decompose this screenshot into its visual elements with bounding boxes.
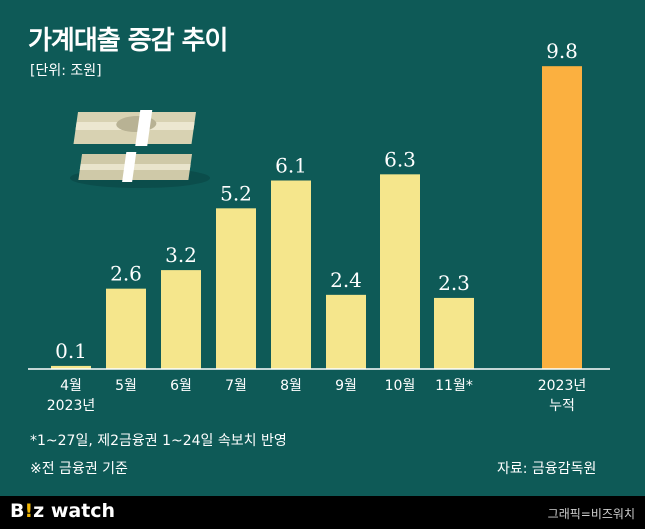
x-tick-label-7: 11월* xyxy=(435,378,473,394)
x-tick-label-5: 9월 xyxy=(335,378,357,394)
x-tick-label-4: 8월 xyxy=(280,378,302,394)
unit-label: [단위: 조원] xyxy=(30,63,102,79)
bar-7 xyxy=(434,297,474,369)
value-label-0: 0.1 xyxy=(55,339,87,363)
bar-5 xyxy=(326,294,366,369)
chart-title: 가계대출 증감 추이 xyxy=(28,26,228,56)
value-label-total: 9.8 xyxy=(546,39,578,63)
footnote-scope: ※전 금융권 기준 xyxy=(30,461,128,477)
bizwatch-logo[interactable]: B!z watch xyxy=(10,500,116,522)
value-label-5: 2.4 xyxy=(330,268,362,292)
value-label-7: 2.3 xyxy=(438,271,470,295)
value-label-3: 5.2 xyxy=(220,181,252,205)
money-stack-icon xyxy=(70,110,210,188)
value-label-2: 3.2 xyxy=(165,243,197,267)
bar-1 xyxy=(106,288,146,369)
x-tick-sublabel-0: 2023년 xyxy=(47,398,96,414)
bar-4 xyxy=(271,180,311,369)
value-label-6: 6.3 xyxy=(384,147,416,171)
x-tick-label-6: 10월 xyxy=(385,378,416,394)
x-tick-sublabel-total: 누적 xyxy=(549,398,575,414)
footer-bar: B!z watch 그래픽=비즈워치 xyxy=(0,496,645,529)
x-tick-label-total: 2023년 xyxy=(538,378,587,394)
bar-6 xyxy=(380,174,420,369)
x-tick-label-0: 4월 xyxy=(60,378,82,394)
x-tick-label-2: 6월 xyxy=(170,378,192,394)
bar-2 xyxy=(161,270,201,369)
bar-total xyxy=(542,66,582,370)
value-label-1: 2.6 xyxy=(110,262,142,286)
x-tick-label-1: 5월 xyxy=(115,378,137,394)
x-tick-label-3: 7월 xyxy=(225,378,247,394)
bar-3 xyxy=(216,208,256,369)
footnote-partial-month: *1~27일, 제2금융권 1~24일 속보치 반영 xyxy=(30,433,287,449)
source-label: 자료: 금융감독원 xyxy=(497,461,597,477)
bar-chart: 0.1 4월 2023년 2.6 5월 3.2 6월 5.2 7월 6.1 8월 2.4 9월 6.3 10… xyxy=(28,39,610,414)
chart-panel: 가계대출 증감 추이 [단위: 조원] 0.1 4월 2023년 2.6 5월 3.2 6월… xyxy=(28,26,610,477)
value-label-4: 6.1 xyxy=(275,154,307,178)
graphic-credit: 그래픽=비즈워치 xyxy=(547,507,635,521)
bar-0 xyxy=(51,365,91,369)
